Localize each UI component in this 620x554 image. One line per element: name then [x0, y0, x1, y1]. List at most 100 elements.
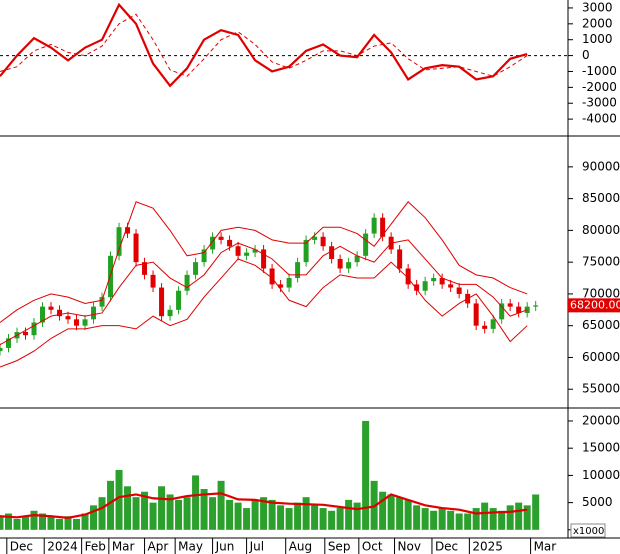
volume-bar [200, 489, 208, 530]
candle-body [218, 236, 224, 240]
candle-body [184, 274, 190, 291]
volume-bar [149, 502, 157, 530]
candle-body [125, 227, 131, 234]
x-tick-label: Dec [10, 540, 33, 554]
plot-area [0, 201, 539, 368]
volume-bar [260, 497, 268, 530]
x-tick-label: Mar [112, 540, 135, 554]
x-tick-label: Jun [215, 540, 235, 554]
candle-body [0, 347, 3, 352]
volume-bar [209, 497, 217, 530]
line-series [0, 258, 528, 368]
volume-bar [0, 516, 4, 530]
volume-bar [430, 510, 438, 530]
candle-body [227, 239, 233, 247]
line-series [0, 492, 528, 519]
candle-body [295, 262, 301, 279]
x-tick-label: Oct [362, 540, 383, 554]
volume-bar [336, 508, 344, 530]
volume-bar [319, 508, 327, 530]
volume-bar [183, 497, 191, 530]
candle-body [193, 262, 199, 275]
candle-body [286, 278, 292, 288]
volume-bar [251, 499, 259, 530]
volume-bar [22, 516, 30, 530]
volume-bar [30, 510, 38, 530]
y-tick-label: 85000 [582, 191, 620, 205]
candle-body [329, 246, 335, 259]
volume-bar [64, 516, 72, 530]
y-tick-label: 15000 [582, 441, 620, 455]
volume-bar [464, 513, 472, 530]
volume-bar [217, 480, 225, 530]
volume-bar [515, 502, 523, 530]
y-tick-label: 75000 [582, 255, 620, 269]
volume-bar [39, 513, 47, 530]
candle-body [23, 332, 29, 336]
candle-body [201, 249, 207, 263]
candle-body [244, 252, 250, 256]
x-tick-label: Feb [85, 540, 106, 554]
volume-bar [438, 508, 446, 530]
candle-body [312, 236, 318, 240]
x-tick-label: Apr [148, 540, 169, 554]
y-tick-label: 3000 [582, 0, 613, 14]
volume-bar [532, 494, 540, 530]
unit-label: x1000 [573, 526, 604, 537]
volume-bar [141, 491, 149, 530]
volume-bar [523, 505, 531, 530]
candle-body [499, 303, 505, 320]
volume-bar [345, 499, 353, 530]
candle-body [82, 319, 88, 326]
candle-body [414, 284, 420, 291]
volume-bar [234, 502, 242, 530]
candle-body [303, 239, 309, 263]
candle-body [99, 297, 105, 307]
volume-bar [379, 491, 387, 530]
y-tick-label: -3000 [582, 96, 617, 110]
volume-bar [396, 497, 404, 530]
candle-body [116, 227, 122, 256]
candle-body [380, 217, 386, 237]
x-tick-label: 2025 [472, 540, 503, 554]
line-series [0, 13, 528, 77]
volume-bar [498, 510, 506, 530]
volume-bar [56, 518, 64, 530]
volume-bar [285, 508, 293, 530]
volume-bar [311, 505, 319, 530]
candle-body [57, 309, 63, 317]
volume-bar [268, 499, 276, 530]
volume-bar [107, 480, 115, 530]
candle-body [473, 303, 479, 326]
volume-bar [489, 508, 497, 530]
last-price-label: 68200.00 [570, 298, 620, 311]
candle-body [448, 284, 454, 288]
y-tick-label: 65000 [582, 318, 620, 332]
volume-bar [447, 510, 455, 530]
candle-body [371, 217, 377, 234]
y-tick-label: 0 [582, 48, 590, 62]
volume-bar [302, 497, 310, 530]
volume-bar [243, 508, 251, 530]
volume-bar [481, 502, 489, 530]
volume-bar [47, 516, 55, 530]
line-series [0, 201, 528, 323]
x-tick-label: Nov [398, 540, 421, 554]
x-tick-label: Sep [328, 540, 351, 554]
plot-area [0, 420, 540, 530]
volume-bar [362, 420, 370, 530]
candle-body [456, 287, 462, 294]
volume-bar [404, 499, 412, 530]
unit-box [570, 523, 606, 538]
plot-area [0, 2, 568, 88]
volume-bar [98, 497, 106, 530]
y-tick-label: 1000 [582, 32, 613, 46]
candle-body [210, 236, 216, 250]
volume-bar [277, 505, 285, 530]
volume-bar [115, 469, 123, 530]
candle-body [65, 316, 71, 320]
volume-bar [387, 494, 395, 530]
candle-body [6, 338, 12, 348]
y-tick-label: 20000 [582, 413, 620, 427]
